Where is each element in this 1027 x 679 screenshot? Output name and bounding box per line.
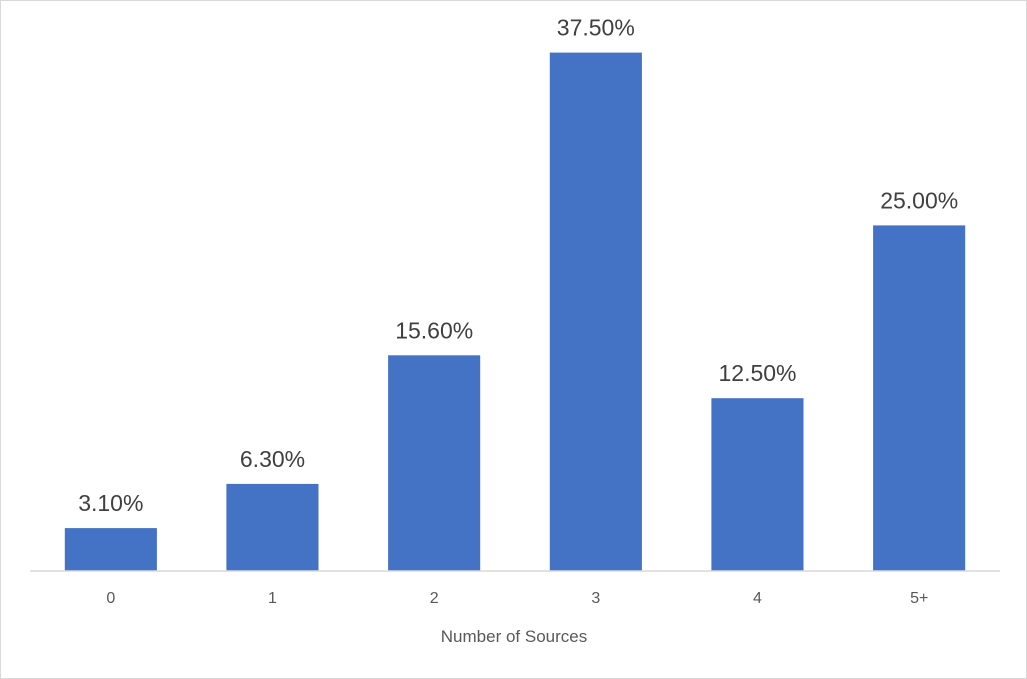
bars-group (64, 52, 966, 572)
x-tick-label-1: 1 (268, 590, 277, 607)
data-label-3: 37.50% (557, 15, 635, 41)
bar-1 (226, 483, 319, 571)
x-tick-labels-group: 0 1 2 3 4 5+ (106, 590, 928, 607)
data-label-5+: 25.00% (880, 187, 958, 213)
x-tick-label-0: 0 (106, 590, 115, 607)
data-label-0: 3.10% (78, 490, 143, 516)
x-tick-label-4: 4 (753, 590, 762, 607)
data-label-2: 15.60% (395, 317, 473, 343)
bar-5+ (873, 225, 966, 571)
x-tick-label-5+: 5+ (910, 590, 928, 607)
data-label-4: 12.50% (718, 360, 796, 386)
bar-0 (64, 528, 157, 571)
x-tick-label-2: 2 (430, 590, 439, 607)
x-axis-title: Number of Sources (441, 627, 587, 646)
x-tick-label-3: 3 (591, 590, 600, 607)
bar-2 (388, 355, 481, 571)
bar-4 (711, 398, 804, 571)
bar-3 (549, 52, 642, 572)
data-label-1: 6.30% (240, 446, 305, 472)
data-labels-group: 3.10% 6.30% 15.60% 37.50% 12.50% 25.00% (78, 15, 958, 516)
